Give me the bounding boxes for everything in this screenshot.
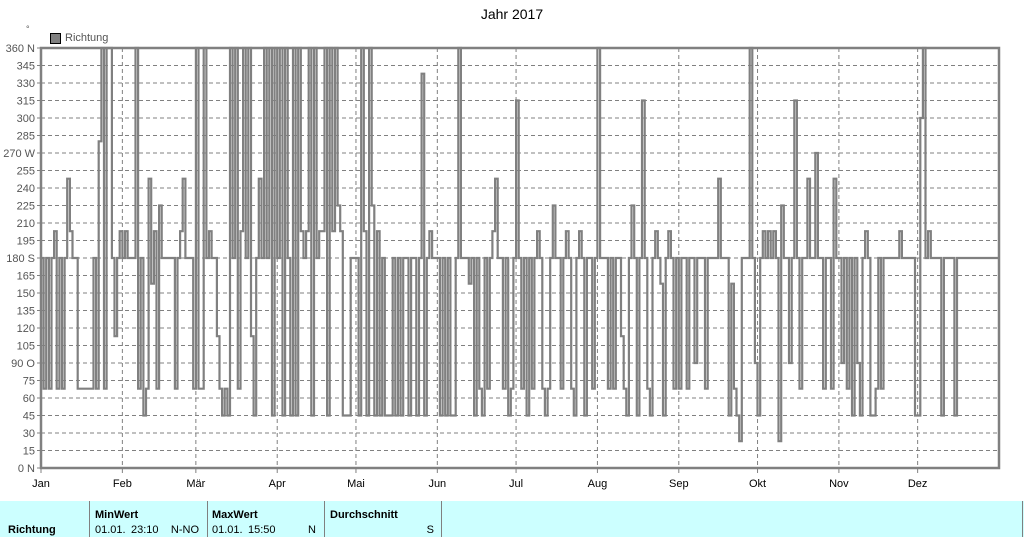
svg-text:90 O: 90 O <box>11 358 35 370</box>
svg-text:120: 120 <box>17 323 35 335</box>
svg-text:60: 60 <box>23 393 35 405</box>
min-value: N-NO <box>170 524 199 536</box>
stats-avg-cell: Durchschnitt S <box>325 501 442 537</box>
chart-plot: 0 N 15 30 45 60 75 90 O 105 120 135 150 165 180 S 195… <box>3 43 1001 490</box>
svg-text:330: 330 <box>17 78 35 90</box>
svg-text:165: 165 <box>17 271 35 283</box>
svg-text:345: 345 <box>17 61 35 73</box>
svg-text:315: 315 <box>17 96 35 108</box>
svg-text:195: 195 <box>17 236 35 248</box>
legend-label: Richtung <box>65 32 109 44</box>
svg-text:Dez: Dez <box>908 478 928 490</box>
svg-text:285: 285 <box>17 131 35 143</box>
svg-text:45: 45 <box>23 411 35 423</box>
svg-text:0 N: 0 N <box>18 463 35 475</box>
svg-text:240: 240 <box>17 183 35 195</box>
svg-text:135: 135 <box>17 306 35 318</box>
x-axis: Jan Feb Mär Apr Mai Jun Jul Aug Sep Okt Nov Dez <box>32 468 927 490</box>
svg-text:15: 15 <box>23 446 35 458</box>
svg-text:150: 150 <box>17 288 35 300</box>
min-date: 01.01. <box>95 524 126 536</box>
avg-header: Durchschnitt <box>330 509 398 521</box>
stats-label-cell <box>0 501 90 537</box>
svg-text:Mai: Mai <box>347 478 365 490</box>
svg-text:360 N: 360 N <box>6 43 35 55</box>
svg-text:75: 75 <box>23 376 35 388</box>
svg-text:Apr: Apr <box>269 478 286 490</box>
svg-text:300: 300 <box>17 113 35 125</box>
stats-max-cell: MaxWert 01.01. 15:50 N <box>207 501 325 537</box>
svg-text:30: 30 <box>23 428 35 440</box>
min-header: MinWert <box>95 509 139 521</box>
svg-text:Okt: Okt <box>749 478 766 490</box>
svg-text:105: 105 <box>17 341 35 353</box>
svg-text:Sep: Sep <box>669 478 689 490</box>
series-richtung-line <box>41 46 999 443</box>
stats-panel: Richtung MinWert 01.01. 23:10 N-NO MaxWe… <box>0 501 1024 537</box>
min-time: 23:10 <box>131 524 159 536</box>
y-axis-unit: ° <box>26 24 30 34</box>
svg-text:Jan: Jan <box>32 478 50 490</box>
svg-text:Jun: Jun <box>428 478 446 490</box>
svg-text:210: 210 <box>17 218 35 230</box>
svg-text:Feb: Feb <box>113 478 132 490</box>
stats-empty-cell <box>442 501 1023 537</box>
svg-text:Mär: Mär <box>186 478 205 490</box>
chart-legend: Richtung <box>50 32 108 44</box>
svg-text:270 W: 270 W <box>3 148 35 160</box>
max-value: N <box>308 524 316 536</box>
legend-swatch <box>50 32 61 44</box>
max-date: 01.01. <box>212 524 243 536</box>
svg-text:Jul: Jul <box>509 478 523 490</box>
chart-title: Jahr 2017 <box>480 6 544 22</box>
svg-text:Nov: Nov <box>829 478 849 490</box>
y-axis: 0 N 15 30 45 60 75 90 O 105 120 135 150 165 180 S 195… <box>3 43 41 475</box>
max-header: MaxWert <box>212 509 258 521</box>
svg-text:255: 255 <box>17 166 35 178</box>
plot-frame <box>39 46 1001 470</box>
avg-value: S <box>426 524 434 536</box>
svg-text:180 S: 180 S <box>6 253 35 265</box>
max-time: 15:50 <box>248 524 276 536</box>
stats-min-cell: MinWert 01.01. 23:10 N-NO <box>89 501 208 537</box>
stats-row-label: Richtung <box>8 524 56 536</box>
svg-text:Aug: Aug <box>588 478 608 490</box>
svg-text:225: 225 <box>17 201 35 213</box>
